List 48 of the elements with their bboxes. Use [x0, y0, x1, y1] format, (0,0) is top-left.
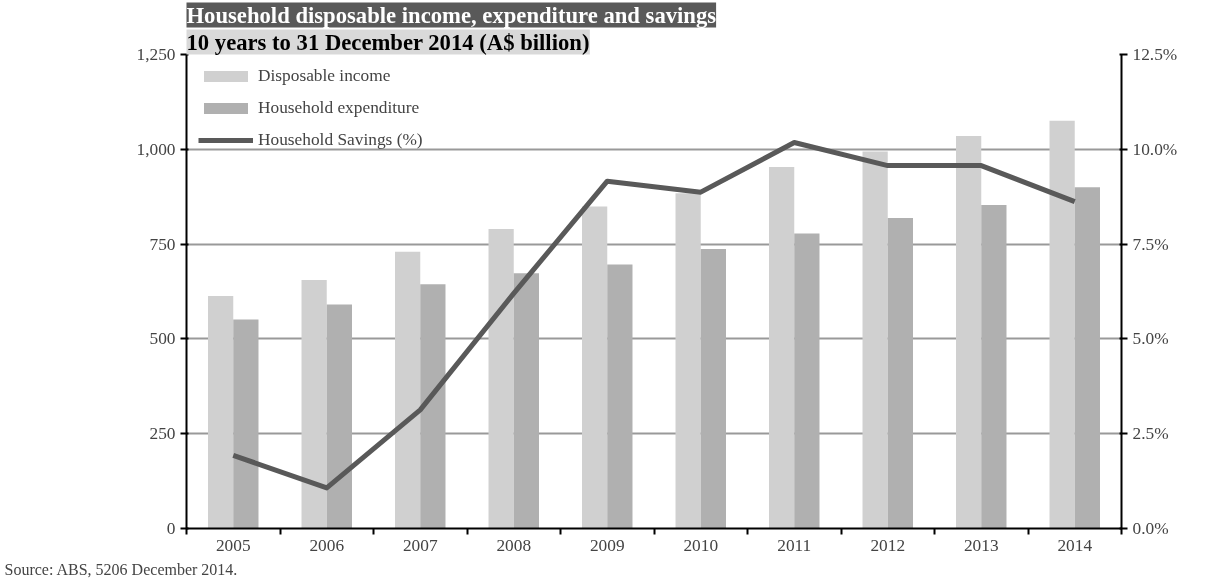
- bar: [769, 167, 795, 529]
- bar: [582, 206, 608, 529]
- bar: [887, 217, 913, 529]
- x-tick-label: 2005: [215, 535, 251, 555]
- x-tick-label: 2008: [496, 535, 532, 555]
- y-tick-label: 500: [149, 329, 176, 349]
- y2-tick-label: 5.0%: [1132, 329, 1169, 349]
- legend-label: Disposable income: [258, 66, 391, 86]
- bar: [488, 228, 514, 529]
- chart-subtitle: 10 years to 31 December 2014 (A$ billion): [186, 29, 590, 55]
- chart-title: Household disposable income, expenditure and savings: [186, 2, 717, 28]
- bar: [981, 205, 1007, 529]
- y-tick-label: 1,000: [136, 139, 176, 159]
- legend-label: Household Savings (%): [258, 130, 423, 150]
- bar: [420, 284, 446, 529]
- bar: [794, 233, 820, 529]
- y-tick-label: 0: [166, 519, 176, 538]
- x-tick-label: 2007: [402, 535, 438, 555]
- legend-label: Household expenditure: [258, 98, 420, 118]
- y-tick-label: 1,250: [136, 45, 176, 64]
- x-tick-label: 2012: [870, 535, 906, 555]
- x-tick-label: 2014: [1057, 535, 1093, 555]
- bar: [862, 151, 888, 529]
- y2-tick-label: 0.0%: [1132, 519, 1169, 538]
- bar: [301, 280, 327, 529]
- bar: [233, 319, 259, 529]
- y-tick-label: 750: [149, 234, 176, 254]
- bar: [607, 264, 633, 529]
- y-tick-label: 250: [149, 424, 176, 444]
- x-tick-label: 2011: [777, 535, 812, 555]
- bar: [1049, 120, 1075, 529]
- bar: [675, 193, 701, 529]
- y2-tick-label: 2.5%: [1132, 424, 1169, 444]
- x-tick-label: 2013: [963, 535, 999, 555]
- y2-tick-label: 7.5%: [1132, 234, 1169, 254]
- bar: [395, 251, 421, 529]
- bar: [513, 273, 539, 529]
- y2-tick-label: 10.0%: [1132, 139, 1178, 159]
- x-tick-label: 2010: [683, 535, 719, 555]
- bar: [326, 304, 352, 529]
- bar: [1074, 187, 1100, 529]
- bar: [956, 136, 982, 529]
- x-tick-label: 2006: [309, 535, 345, 555]
- bar: [208, 296, 234, 529]
- source-note: Source: ABS, 5206 December 2014.: [4, 560, 238, 578]
- bar: [700, 249, 726, 529]
- y2-tick-label: 12.5%: [1132, 45, 1178, 64]
- x-tick-label: 2009: [589, 535, 625, 555]
